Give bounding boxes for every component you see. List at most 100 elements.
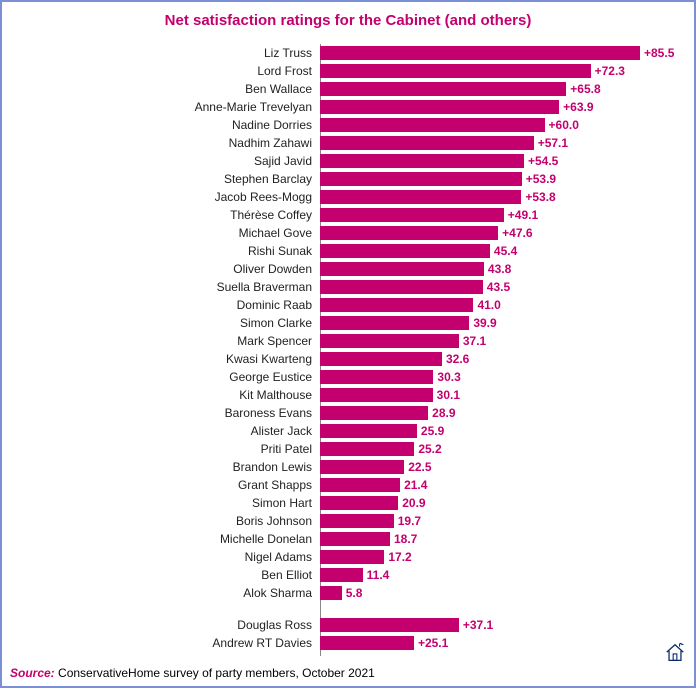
bar-zone: +85.5 (320, 44, 684, 62)
bar (320, 244, 490, 258)
row-name: Alok Sharma (243, 586, 312, 600)
bar-zone: +54.5 (320, 152, 684, 170)
bar (320, 100, 559, 114)
bar-zone: 5.8 (320, 584, 684, 602)
bar-zone: 22.5 (320, 458, 684, 476)
home-icon (664, 642, 686, 664)
bar-row: Mark Spencer37.1 (12, 332, 684, 350)
bar-row: Anne-Marie Trevelyan +63.9 (12, 98, 684, 116)
bar (320, 442, 414, 456)
bar-zone: +37.1 (320, 616, 684, 634)
bar-value: +37.1 (463, 618, 493, 632)
bar-row: Nigel Adams17.2 (12, 548, 684, 566)
bar (320, 262, 484, 276)
bar-zone: +63.9 (320, 98, 684, 116)
bar-value: 28.9 (432, 406, 455, 420)
rows-container: Liz Truss+85.5Lord Frost+72.3Ben Wallace… (12, 44, 684, 652)
bar (320, 370, 433, 384)
bar-zone: 45.4 (320, 242, 684, 260)
bar-value: 21.4 (404, 478, 427, 492)
bar-value: 17.2 (388, 550, 411, 564)
bar-zone: 39.9 (320, 314, 684, 332)
bar-row: Ben Elliot 11.4 (12, 566, 684, 584)
row-name: Ben Elliot (261, 568, 312, 582)
bar-value: +85.5 (644, 46, 674, 60)
bar-value: 20.9 (402, 496, 425, 510)
bar-value: +57.1 (538, 136, 568, 150)
bar (320, 154, 524, 168)
bar (320, 46, 640, 60)
chart-title: Net satisfaction ratings for the Cabinet… (2, 2, 694, 31)
bar-row: Sajid Javid +54.5 (12, 152, 684, 170)
bar (320, 190, 521, 204)
bar (320, 568, 363, 582)
source-label: Source: (10, 666, 55, 680)
row-name: Simon Clarke (240, 316, 312, 330)
bar (320, 636, 414, 650)
bar-value: 5.8 (346, 586, 363, 600)
row-name: Alister Jack (251, 424, 312, 438)
bar-zone: 30.1 (320, 386, 684, 404)
row-name: Priti Patel (261, 442, 312, 456)
bar-value: +60.0 (549, 118, 579, 132)
bar-row: Ben Wallace+65.8 (12, 80, 684, 98)
bar (320, 82, 566, 96)
bar-zone: +53.9 (320, 170, 684, 188)
row-name: Stephen Barclay (224, 172, 312, 186)
group-gap (12, 602, 684, 616)
row-name: Douglas Ross (237, 618, 312, 632)
bar (320, 532, 390, 546)
bar (320, 550, 384, 564)
bar-row: Kit Malthouse 30.1 (12, 386, 684, 404)
bar-row: Dominic Raab41.0 (12, 296, 684, 314)
bar-row: George Eustice30.3 (12, 368, 684, 386)
bar (320, 406, 428, 420)
bar-row: Michael Gove +47.6 (12, 224, 684, 242)
bar-value: 22.5 (408, 460, 431, 474)
bar-row: Liz Truss+85.5 (12, 44, 684, 62)
bar-row: Kwasi Kwarteng 32.6 (12, 350, 684, 368)
bar-zone: +60.0 (320, 116, 684, 134)
bar-zone: 37.1 (320, 332, 684, 350)
bar-row: Oliver Dowden43.8 (12, 260, 684, 278)
bar-value: +53.9 (526, 172, 556, 186)
bar (320, 388, 433, 402)
bar-row: Boris Johnson19.7 (12, 512, 684, 530)
bar-value: +63.9 (563, 100, 593, 114)
bar (320, 460, 404, 474)
bar-row: Stephen Barclay +53.9 (12, 170, 684, 188)
row-name: Suella Braverman (217, 280, 312, 294)
bar-row: Michelle Donelan18.7 (12, 530, 684, 548)
bar-zone: 32.6 (320, 350, 684, 368)
bar (320, 316, 469, 330)
bar-row: Suella Braverman 43.5 (12, 278, 684, 296)
bar-zone: 11.4 (320, 566, 684, 584)
bar-zone: +72.3 (320, 62, 684, 80)
bar (320, 136, 534, 150)
row-name: Kwasi Kwarteng (226, 352, 312, 366)
bar-value: +53.8 (525, 190, 555, 204)
bar-row: Rishi Sunak45.4 (12, 242, 684, 260)
row-name: Anne-Marie Trevelyan (195, 100, 312, 114)
bar-zone: +65.8 (320, 80, 684, 98)
bar-row: Jacob Rees-Mogg+53.8 (12, 188, 684, 206)
row-name: Nadine Dorries (232, 118, 312, 132)
bar (320, 496, 398, 510)
bar-zone: 25.9 (320, 422, 684, 440)
bar-value: 39.9 (473, 316, 496, 330)
source-text: ConservativeHome survey of party members… (55, 666, 375, 680)
row-name: Michael Gove (239, 226, 312, 240)
bar-value: +54.5 (528, 154, 558, 168)
chart-area: Liz Truss+85.5Lord Frost+72.3Ben Wallace… (12, 44, 684, 656)
bar (320, 478, 400, 492)
bar (320, 514, 394, 528)
row-name: Sajid Javid (254, 154, 312, 168)
bar-row: Thérèse Coffey+49.1 (12, 206, 684, 224)
bar-value: 41.0 (477, 298, 500, 312)
row-name: Kit Malthouse (239, 388, 312, 402)
bar-value: +72.3 (595, 64, 625, 78)
bar-value: 43.5 (487, 280, 510, 294)
row-name: Nadhim Zahawi (229, 136, 312, 150)
bar-zone: +47.6 (320, 224, 684, 242)
bar-value: 11.4 (367, 568, 390, 582)
